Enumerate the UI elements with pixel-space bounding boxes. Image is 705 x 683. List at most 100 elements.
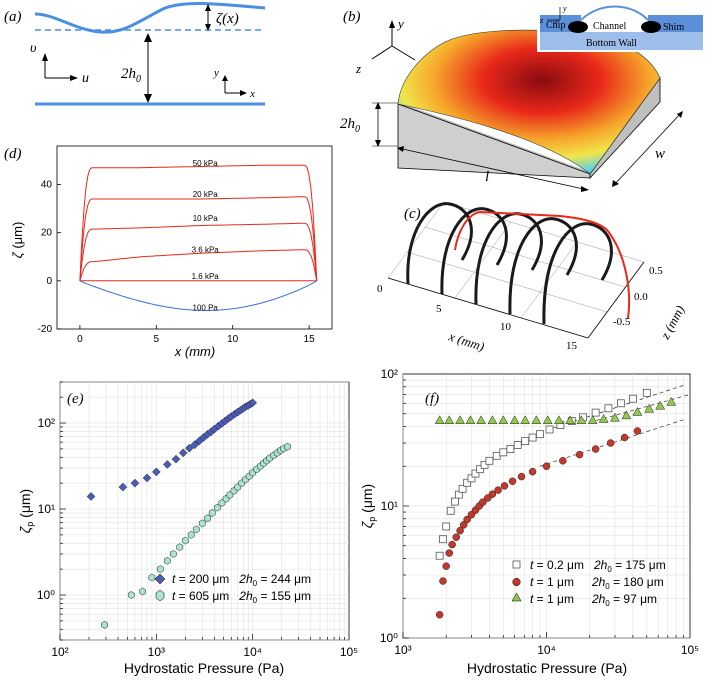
f-point-2-7 xyxy=(509,415,520,425)
height-arrow-up xyxy=(144,33,152,42)
v-arrow xyxy=(42,53,48,61)
panel-c: (c) 0 5 10 15 0.5 0.0 -0.5 x (mm) xyxy=(377,201,687,354)
c-ztick-0: 0.5 xyxy=(649,265,663,277)
f-point-1-5 xyxy=(452,533,460,541)
f-point-2-5 xyxy=(487,415,498,425)
f-point-1-7 xyxy=(459,521,468,529)
f-legend-text-1: t = 1 μm 2h0 = 180 μm xyxy=(530,575,664,591)
inset-channel: Channel xyxy=(593,21,627,32)
f-point-2-20 xyxy=(655,400,666,410)
d-series-label-1: 20 kPa xyxy=(193,190,218,199)
panel-d: (d) 0 5 10 15 -20 0 20 40 50 kPa 20 kPa 10 kPa 3.6… xyxy=(4,145,333,359)
e-point-0-4 xyxy=(151,467,161,477)
f-point-0-0 xyxy=(435,551,444,560)
f-point-2-21 xyxy=(666,396,677,406)
f-point-1-21 xyxy=(559,457,567,465)
e-legend-marker-1 xyxy=(155,589,165,602)
f-point-1-26 xyxy=(633,427,642,435)
panel-label-a: (a) xyxy=(4,9,22,25)
f-point-0-13 xyxy=(492,451,501,460)
f-point-0-12 xyxy=(485,456,494,465)
e-ylabel: ζp (μm) xyxy=(17,489,35,533)
f-legend-text-2: t = 1 μm 2h0 = 97 μm xyxy=(530,592,657,608)
f-point-0-27 xyxy=(628,394,637,403)
c-ztick-1: 0.0 xyxy=(634,291,648,303)
f-point-2-3 xyxy=(465,415,476,425)
f-point-0-20 xyxy=(545,425,554,434)
e-point-1-2 xyxy=(139,587,146,596)
f-point-1-25 xyxy=(620,433,629,442)
bottom-wall-block xyxy=(540,32,703,50)
d-xtick-label-2: 10 xyxy=(227,334,239,345)
f-point-2-15 xyxy=(598,414,609,423)
c-zlabel: z (mm) xyxy=(657,303,687,342)
f-ylabel: ζp (μm) xyxy=(359,484,377,528)
e-xtick-label-3: 10⁵ xyxy=(340,645,358,659)
e-point-0-5 xyxy=(162,460,172,469)
f-point-0-7 xyxy=(463,478,472,487)
e-point-0-6 xyxy=(171,454,181,464)
d-frame xyxy=(56,145,333,330)
e-legend-text-0: t = 200 μm 2h0 = 244 μm xyxy=(172,572,311,588)
b-height-label: 2h0 xyxy=(340,116,360,135)
f-point-1-22 xyxy=(575,450,584,459)
e-point-1-7 xyxy=(176,543,184,552)
d-ylabel: ζ (μm) xyxy=(10,222,25,259)
f-xtick-label-1: 10⁴ xyxy=(537,643,556,657)
e-point-1-1 xyxy=(127,591,135,599)
e-point-0-2 xyxy=(130,478,140,488)
inset-chip: Chip xyxy=(546,20,565,31)
b-axis-y: y xyxy=(396,16,404,31)
f-point-0-10 xyxy=(476,465,485,474)
inset-bottom-wall: Bottom Wall xyxy=(586,38,637,49)
shim-right xyxy=(641,21,661,33)
f-point-0-28 xyxy=(642,388,651,397)
b-width-label: w xyxy=(655,146,665,162)
arches xyxy=(406,202,613,325)
f-legend-marker-1 xyxy=(512,577,521,587)
panel-label-c: (c) xyxy=(404,206,421,222)
e-point-1-13 xyxy=(208,509,216,517)
f-point-2-8 xyxy=(520,415,531,425)
f-point-1-20 xyxy=(542,462,551,471)
d-xtick-label-3: 15 xyxy=(304,334,316,345)
f-point-2-0 xyxy=(434,415,445,425)
c-xlabel: x (mm) xyxy=(446,328,486,354)
panel-label-f: (f) xyxy=(425,391,439,407)
c-xtick-2: 10 xyxy=(500,321,512,333)
f-point-1-8 xyxy=(463,515,471,524)
u-label: u xyxy=(82,71,89,86)
zeta-label: ζ(x) xyxy=(216,11,239,27)
e-point-1-12 xyxy=(204,514,211,523)
deformed-wall xyxy=(34,1,266,34)
c-xtick-0: 0 xyxy=(377,283,383,295)
f-xtick-label-2: 10⁵ xyxy=(681,643,699,657)
e-legend: t = 200 μm 2h0 = 244 μm t = 605 μm 2h0 = 1… xyxy=(154,572,311,605)
e-point-1-3 xyxy=(148,573,156,582)
f-point-0-16 xyxy=(513,441,522,449)
inset-x: x xyxy=(554,17,559,25)
e-xlabel: Hydrostatic Pressure (Pa) xyxy=(124,660,284,676)
f-point-2-2 xyxy=(455,415,466,425)
a-y-axis: y xyxy=(213,67,219,79)
f-point-1-0 xyxy=(435,611,444,619)
f-point-2-1 xyxy=(444,415,455,425)
d-ytick-label-1: 0 xyxy=(46,276,52,287)
height-label: 2h0 xyxy=(121,66,141,85)
a-x-axis: x xyxy=(249,88,255,100)
f-point-1-2 xyxy=(442,562,450,570)
f-point-1-1 xyxy=(439,577,447,585)
f-point-0-8 xyxy=(467,474,476,483)
f-legend-marker-0 xyxy=(512,560,521,569)
panel-label-e: (e) xyxy=(67,391,84,407)
f-point-1-6 xyxy=(456,526,464,535)
f-point-1-23 xyxy=(591,445,600,453)
panel-a: (a) ζ(x) 2h0 υ u y x xyxy=(4,1,266,106)
f-point-0-3 xyxy=(446,506,455,515)
shim-left xyxy=(568,21,588,33)
b-length-label: l xyxy=(485,169,489,185)
f-point-0-1 xyxy=(439,535,447,544)
f-point-2-11 xyxy=(553,415,564,425)
f-point-0-19 xyxy=(536,430,544,439)
f-point-2-17 xyxy=(621,410,632,420)
